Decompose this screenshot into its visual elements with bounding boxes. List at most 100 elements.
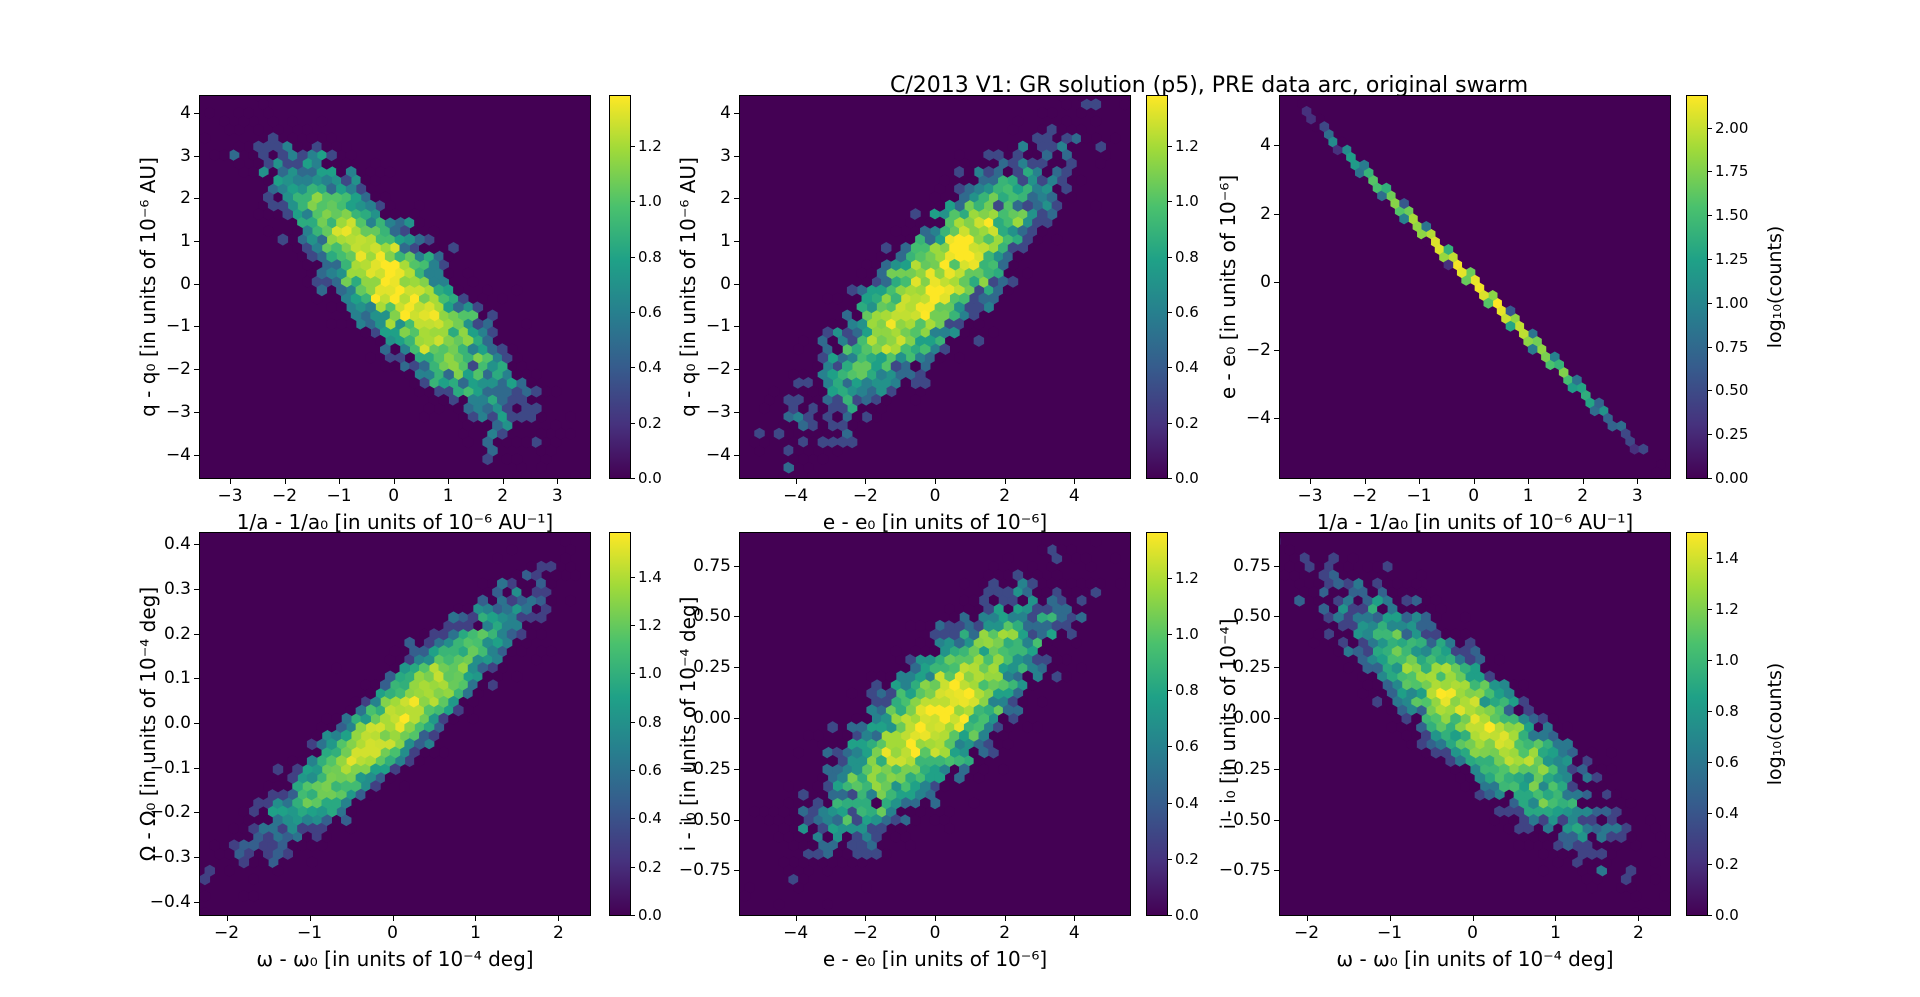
x-tick-label: 4 <box>1068 486 1080 506</box>
y-tick-mark <box>734 616 739 618</box>
x-tick-mark <box>795 479 797 484</box>
y-tick-mark <box>734 113 739 115</box>
colorbar-tick-mark <box>631 478 635 479</box>
y-tick-label: −0.75 <box>1218 860 1271 881</box>
y-tick-label: −0.50 <box>1218 809 1271 830</box>
x-tick-label: 0 <box>388 486 400 506</box>
colorbar-tick-mark <box>1708 609 1712 611</box>
y-tick-label: −0.75 <box>678 860 731 881</box>
y-tick-label: 2 <box>1260 203 1271 224</box>
y-tick-mark <box>194 454 199 456</box>
y-tick-mark <box>734 283 739 285</box>
y-tick-mark <box>1274 213 1279 215</box>
x-tick-label: 0 <box>387 923 398 943</box>
colorbar <box>1686 532 1708 916</box>
x-axis-label: e - e₀ [in units of 10⁻⁶] <box>822 947 1048 971</box>
x-tick-mark <box>1306 916 1308 921</box>
colorbar-tick-label: 1.00 <box>1715 293 1749 312</box>
y-tick-mark <box>734 155 739 157</box>
x-axis-label: 1/a - 1/a₀ [in units of 10⁻⁶ AU⁻¹] <box>236 510 554 534</box>
y-tick-mark <box>1274 418 1279 420</box>
colorbar-tick-mark <box>1708 127 1712 129</box>
y-tick-mark <box>194 411 199 413</box>
colorbar-tick-mark <box>631 367 635 369</box>
y-tick-mark <box>734 411 739 413</box>
y-tick-mark <box>1274 616 1279 618</box>
colorbar-tick-mark <box>1708 864 1712 866</box>
colorbar-tick-mark <box>631 256 635 258</box>
colorbar-tick-label: 1.0 <box>638 192 662 211</box>
colorbar-tick-mark <box>1708 302 1712 304</box>
y-tick-mark <box>1274 870 1279 872</box>
y-tick-label: 4 <box>720 103 731 124</box>
y-tick-mark <box>194 588 199 590</box>
colorbar-tick-label: 0.4 <box>638 358 662 377</box>
colorbar-tick-mark <box>1168 690 1172 692</box>
colorbar-tick-label: 1.4 <box>1715 549 1739 568</box>
colorbar-tick-mark <box>1708 762 1712 764</box>
colorbar-tick-mark <box>1708 215 1712 217</box>
colorbar-tick-mark <box>1168 145 1172 147</box>
y-tick-label: 0.3 <box>163 578 191 599</box>
y-axis-label: q - q₀ [in units of 10⁻⁶ AU] <box>136 157 160 417</box>
y-tick-mark <box>194 812 199 814</box>
colorbar-tick-label: 0.6 <box>1715 753 1739 772</box>
y-tick-mark <box>194 901 199 903</box>
colorbar-tick-mark <box>631 624 635 626</box>
x-tick-label: 0 <box>929 923 941 943</box>
x-tick-mark <box>1473 479 1475 484</box>
colorbar-tick-label: 0.8 <box>638 247 662 266</box>
y-tick-mark <box>194 113 199 115</box>
colorbar-tick-label: 0.2 <box>1175 413 1199 432</box>
y-tick-label: −4 <box>165 444 191 465</box>
x-tick-label: 1 <box>1522 486 1534 506</box>
colorbar-tick-mark <box>1168 746 1172 748</box>
x-tick-label: −4 <box>783 923 809 943</box>
colorbar <box>1146 532 1168 916</box>
colorbar-tick-label: 0.6 <box>1175 302 1199 321</box>
x-tick-mark <box>795 916 797 921</box>
x-tick-label: −1 <box>1377 923 1403 943</box>
x-tick-mark <box>502 479 504 484</box>
y-tick-label: 0.75 <box>693 555 731 576</box>
y-tick-mark <box>194 544 199 546</box>
y-tick-label: 0.50 <box>693 606 731 627</box>
colorbar-tick-mark <box>1168 422 1172 424</box>
y-tick-label: −2 <box>705 359 731 380</box>
colorbar-tick-mark <box>1708 660 1712 662</box>
colorbar-tick-mark <box>1168 634 1172 636</box>
colorbar-tick-mark <box>1708 258 1712 260</box>
colorbar-tick-label: 1.2 <box>1175 568 1199 587</box>
colorbar-tick-mark <box>631 915 635 916</box>
y-tick-mark <box>734 870 739 872</box>
y-tick-mark <box>734 717 739 719</box>
colorbar-tick-label: 1.25 <box>1715 249 1749 268</box>
hexbin-plot-canvas-0 <box>199 95 591 479</box>
colorbar-tick-mark <box>631 769 635 771</box>
colorbar <box>1686 95 1708 479</box>
y-tick-mark <box>734 768 739 770</box>
colorbar-tick-mark <box>1708 434 1712 436</box>
y-tick-label: −3 <box>705 401 731 422</box>
colorbar-tick-mark <box>1168 577 1172 579</box>
y-tick-label: 0 <box>1260 271 1271 292</box>
x-tick-mark <box>393 479 395 484</box>
y-tick-mark <box>734 326 739 328</box>
x-tick-label: 0 <box>1467 923 1478 943</box>
y-tick-mark <box>194 283 199 285</box>
colorbar-tick-label: 0.6 <box>1175 737 1199 756</box>
y-tick-label: −0.25 <box>678 758 731 779</box>
y-tick-label: 2 <box>720 188 731 209</box>
y-tick-mark <box>194 241 199 243</box>
y-tick-label: −2 <box>165 359 191 380</box>
x-tick-mark <box>392 916 394 921</box>
y-tick-label: 0.25 <box>693 657 731 678</box>
colorbar-tick-label: 2.00 <box>1715 118 1749 137</box>
x-tick-label: −2 <box>1294 923 1320 943</box>
colorbar-tick-label: 0.6 <box>638 302 662 321</box>
y-tick-label: −0.4 <box>149 891 191 912</box>
hexbin-plot-canvas-3 <box>199 532 591 916</box>
colorbar-tick-mark <box>631 866 635 868</box>
colorbar-tick-label: 1.0 <box>1715 651 1739 670</box>
y-tick-label: 0.1 <box>163 668 191 689</box>
